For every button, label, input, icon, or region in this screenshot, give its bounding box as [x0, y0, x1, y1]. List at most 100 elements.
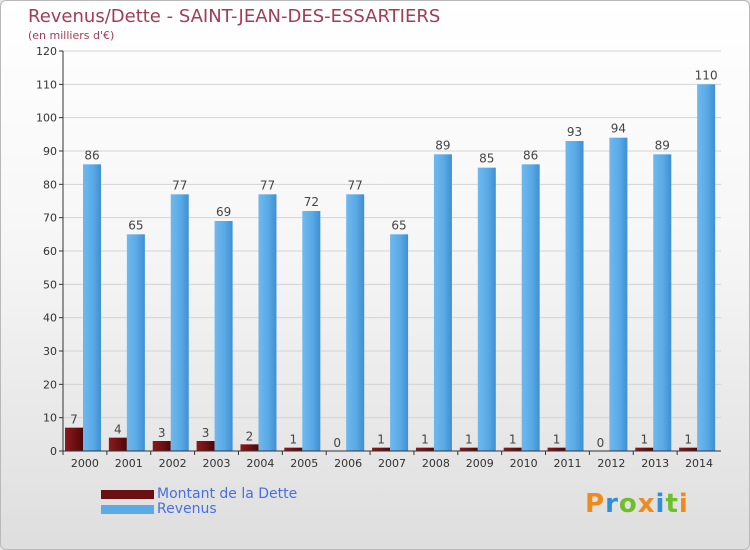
x-tick-label: 2004	[246, 457, 274, 470]
revenue-value-label: 89	[435, 138, 450, 152]
x-tick-label: 2002	[159, 457, 187, 470]
revenue-value-label: 65	[391, 218, 406, 232]
revenue-bar	[83, 164, 101, 452]
y-tick-label: 0	[50, 445, 57, 458]
revenue-value-label: 86	[84, 148, 99, 162]
revenue-bar	[609, 137, 628, 451]
x-tick-label: 2005	[290, 457, 318, 470]
x-tick-label: 2014	[685, 457, 713, 470]
debt-value-label: 1	[421, 433, 429, 447]
debt-value-label: 2	[246, 429, 254, 443]
debt-value-label: 0	[597, 436, 605, 450]
debt-bar	[547, 447, 566, 451]
debt-bar	[108, 437, 127, 451]
x-tick-label: 2009	[466, 457, 494, 470]
debt-value-label: 1	[377, 433, 385, 447]
revenue-value-label: 77	[260, 178, 275, 192]
y-tick-label: 10	[43, 412, 57, 425]
revenue-bar	[258, 194, 277, 452]
debt-bar	[240, 444, 259, 451]
debt-value-label: 1	[640, 433, 648, 447]
revenue-bar	[697, 84, 716, 451]
y-tick-label: 90	[43, 145, 57, 158]
logo-letter: P	[585, 489, 606, 519]
y-tick-label: 40	[43, 312, 57, 325]
revenue-value-label: 77	[172, 178, 187, 192]
legend-label-revenue: Revenus	[157, 501, 217, 517]
x-tick-label: 2012	[597, 457, 625, 470]
x-tick-label: 2000	[71, 457, 99, 470]
logo-letter: i	[655, 489, 666, 519]
debt-value-label: 1	[553, 433, 561, 447]
revenue-bar	[390, 234, 409, 451]
debt-value-label: 1	[290, 433, 298, 447]
logo-letter: o	[618, 489, 638, 519]
logo-letter: r	[605, 489, 619, 519]
revenue-value-label: 94	[611, 122, 626, 136]
legend-swatch-debt	[101, 490, 154, 499]
x-tick-label: 2006	[334, 457, 362, 470]
revenue-bar	[170, 194, 189, 452]
x-tick-label: 2007	[378, 457, 406, 470]
y-tick-label: 110	[36, 78, 57, 91]
y-tick-label: 60	[43, 245, 57, 258]
debt-value-label: 7	[70, 413, 78, 427]
logo-letter: x	[637, 489, 656, 519]
debt-value-label: 1	[684, 433, 692, 447]
debt-value-label: 4	[114, 423, 122, 437]
x-tick-label: 2011	[553, 457, 581, 470]
y-tick-label: 70	[43, 212, 57, 225]
debt-value-label: 1	[509, 433, 517, 447]
revenue-value-label: 65	[128, 218, 143, 232]
revenue-value-label: 69	[216, 205, 231, 219]
legend-label-debt: Montant de la Dette	[157, 486, 298, 502]
x-tick-label: 2001	[115, 457, 143, 470]
revenue-bar	[126, 234, 145, 451]
debt-bar	[152, 441, 171, 451]
revenue-bar	[346, 194, 365, 452]
x-tick-label: 2003	[203, 457, 231, 470]
x-tick-label: 2013	[641, 457, 669, 470]
revenue-bar	[477, 167, 496, 451]
debt-bar	[65, 427, 83, 451]
debt-bar	[503, 447, 522, 451]
revenue-bar	[565, 141, 584, 451]
revenue-value-label: 110	[695, 68, 718, 82]
y-tick-label: 30	[43, 345, 57, 358]
bars	[65, 84, 716, 452]
debt-value-label: 3	[202, 426, 210, 440]
debt-value-label: 0	[333, 436, 341, 450]
debt-bar	[635, 447, 654, 451]
debt-bar	[196, 441, 215, 451]
debt-bar	[284, 447, 303, 451]
revenue-bar	[214, 221, 233, 451]
y-tick-label: 80	[43, 178, 57, 191]
x-tick-label: 2010	[510, 457, 538, 470]
debt-bar	[679, 447, 698, 451]
debt-value-label: 1	[465, 433, 473, 447]
revenue-value-label: 89	[655, 138, 670, 152]
x-tick-label: 2008	[422, 457, 450, 470]
revenue-bar	[433, 154, 452, 452]
y-tick-label: 20	[43, 378, 57, 391]
revenue-bar	[302, 211, 321, 451]
y-tick-label: 120	[36, 45, 57, 58]
revenue-value-label: 72	[304, 195, 319, 209]
revenue-value-label: 86	[523, 148, 538, 162]
legend-swatch-revenue	[101, 505, 154, 514]
revenue-bar	[653, 154, 672, 452]
logo-letter: t	[665, 489, 679, 519]
chart-subtitle: (en milliers d'€)	[28, 29, 115, 42]
proxiti-logo: Proxiti	[585, 489, 689, 519]
debt-value-label: 3	[158, 426, 166, 440]
y-tick-label: 100	[36, 112, 57, 125]
debt-bar	[415, 447, 434, 451]
revenue-value-label: 77	[348, 178, 363, 192]
logo-letter: i	[678, 489, 689, 519]
debt-bar	[372, 447, 391, 451]
revenue-bar	[521, 164, 540, 452]
revenue-value-label: 85	[479, 152, 494, 166]
